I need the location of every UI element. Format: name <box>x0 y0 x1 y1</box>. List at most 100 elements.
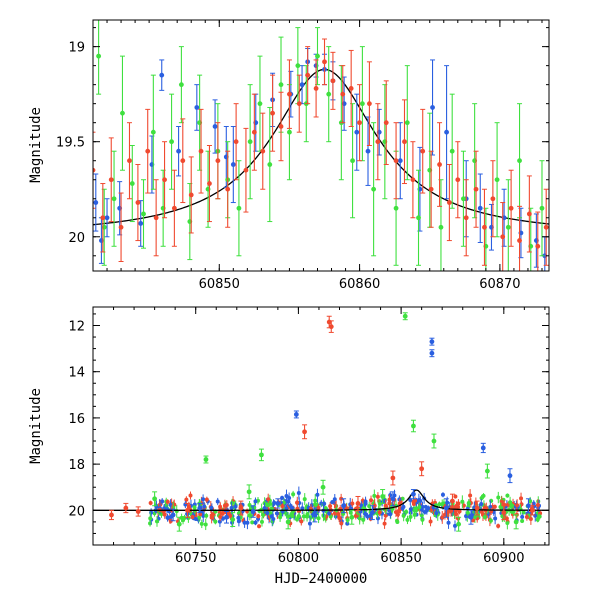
band-point <box>372 493 377 498</box>
data-point <box>328 324 334 330</box>
band-point <box>278 515 283 520</box>
band-point <box>203 522 208 527</box>
band-point <box>265 511 270 516</box>
band-point <box>165 499 170 504</box>
band-point <box>416 498 421 503</box>
data-point <box>302 429 307 435</box>
data-point <box>225 186 231 192</box>
data-point <box>212 124 218 129</box>
data-point <box>375 139 381 145</box>
band-point <box>332 497 337 502</box>
band-point <box>202 504 207 509</box>
band-point <box>332 511 337 516</box>
data-point <box>428 186 434 192</box>
data-point <box>120 110 125 116</box>
band-point <box>215 499 220 504</box>
band-point <box>262 506 267 511</box>
data-point <box>109 512 114 518</box>
data-point <box>367 101 372 107</box>
band-point <box>197 515 202 520</box>
band-point <box>224 502 229 507</box>
band-point <box>401 504 406 509</box>
y-tick-label: 20 <box>68 504 85 519</box>
band-point <box>296 514 301 519</box>
data-point <box>443 505 449 511</box>
data-point <box>508 205 514 211</box>
band-point <box>265 502 270 507</box>
band-point <box>496 495 501 500</box>
band-point <box>192 502 197 507</box>
data-point <box>505 224 511 230</box>
band-point <box>201 513 206 518</box>
band-point <box>496 524 501 529</box>
band-point <box>204 513 209 518</box>
band-point <box>236 519 241 524</box>
band-point <box>388 512 393 517</box>
y-tick-label: 12 <box>68 319 85 334</box>
data-point <box>259 452 264 458</box>
data-point <box>507 473 513 479</box>
data-point <box>429 339 435 345</box>
band-point <box>316 516 321 521</box>
band-point <box>537 514 542 519</box>
data-point <box>267 162 273 167</box>
band-point <box>524 514 529 519</box>
data-point <box>461 196 466 202</box>
band-point <box>365 514 370 519</box>
data-point <box>188 192 194 198</box>
top-y-axis-title: Magnitude <box>28 107 44 183</box>
data-point <box>250 509 256 514</box>
band-point <box>284 493 289 498</box>
data-point <box>473 186 479 192</box>
data-point <box>171 205 177 211</box>
data-point <box>393 158 399 164</box>
data-point <box>243 167 249 173</box>
band-point <box>217 519 222 524</box>
band-point <box>334 504 339 509</box>
band-point <box>488 504 493 509</box>
data-point <box>270 110 275 116</box>
data-point <box>285 519 291 525</box>
data-point <box>450 498 455 504</box>
data-point <box>369 510 375 516</box>
data-point <box>236 205 242 211</box>
band-point <box>363 499 368 504</box>
bottom-axis-ticks: 60750 60800 60850 60900 12 14 16 18 20 <box>68 307 549 566</box>
band-point <box>453 494 458 499</box>
data-point <box>118 224 124 230</box>
data-point <box>446 200 452 205</box>
data-point <box>215 158 221 164</box>
data-point <box>295 63 301 69</box>
data-point <box>230 162 236 167</box>
band-point <box>204 497 209 502</box>
band-point <box>440 492 445 497</box>
band-point <box>520 514 525 519</box>
band-point <box>395 520 400 525</box>
data-point <box>320 484 326 490</box>
band-point <box>465 510 470 515</box>
band-point <box>339 521 344 526</box>
band-point <box>266 497 271 502</box>
data-point <box>203 457 209 462</box>
data-point <box>178 82 184 88</box>
band-point <box>367 504 372 509</box>
band-point <box>382 521 387 526</box>
data-point <box>349 514 355 520</box>
y-tick-label: 19 <box>68 41 85 56</box>
data-point <box>315 53 320 59</box>
band-point <box>412 512 417 517</box>
band-point <box>291 492 296 497</box>
data-point <box>313 86 319 91</box>
x-tick-label: 60900 <box>483 551 524 566</box>
band-point <box>388 493 393 498</box>
data-point <box>275 501 281 506</box>
band-point <box>479 502 484 507</box>
band-point <box>408 514 413 519</box>
band-point <box>375 494 380 499</box>
band-point <box>377 510 382 515</box>
band-point <box>468 493 473 498</box>
band-point <box>330 500 335 505</box>
bottom-data-points-layer <box>108 312 536 532</box>
band-point <box>408 507 413 512</box>
